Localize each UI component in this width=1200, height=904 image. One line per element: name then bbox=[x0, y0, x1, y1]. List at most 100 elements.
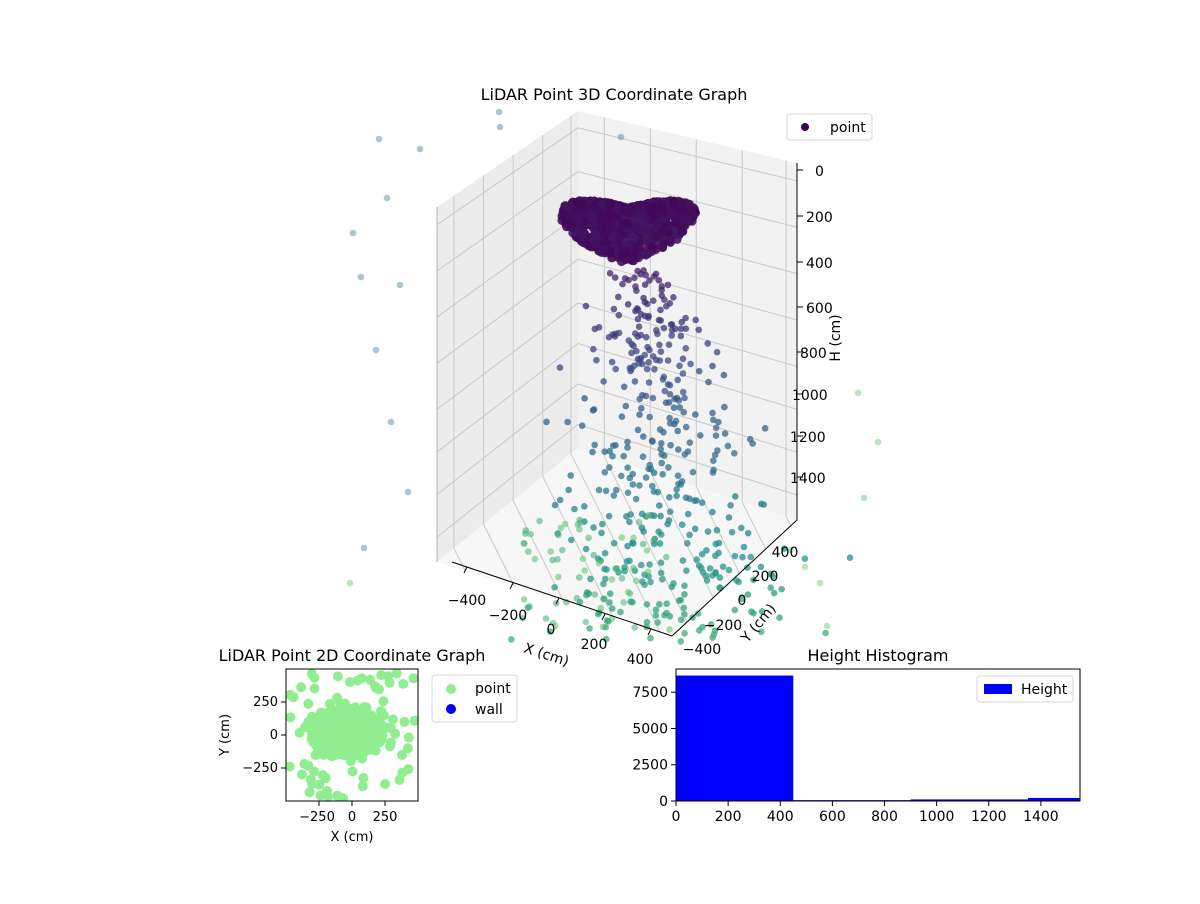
point-3d bbox=[593, 356, 600, 364]
point-3d bbox=[599, 245, 609, 255]
point-3d bbox=[597, 604, 605, 612]
point-3d bbox=[638, 224, 648, 234]
point-3d bbox=[555, 573, 562, 581]
point-3d bbox=[687, 360, 694, 368]
point-3d bbox=[667, 441, 674, 449]
point-3d bbox=[636, 411, 643, 419]
point-3d bbox=[703, 547, 710, 554]
point-3d bbox=[694, 610, 702, 617]
x-tick-label: 400 bbox=[767, 809, 794, 825]
point-3d bbox=[574, 217, 584, 227]
point-3d bbox=[689, 468, 697, 476]
point-3d bbox=[606, 447, 614, 455]
point-3d bbox=[659, 576, 666, 583]
point-3d bbox=[662, 399, 670, 407]
point-2d bbox=[345, 756, 356, 766]
histogram-bar bbox=[676, 675, 794, 801]
x-tick-label: 0 bbox=[547, 622, 556, 638]
point-3d bbox=[652, 612, 660, 619]
point-3d bbox=[542, 615, 550, 622]
point-3d bbox=[666, 494, 673, 501]
point-3d bbox=[671, 218, 681, 228]
point-3d bbox=[731, 552, 739, 560]
point-3d bbox=[543, 418, 550, 426]
point-3d bbox=[758, 500, 765, 508]
point-3d bbox=[599, 229, 609, 239]
point-3d bbox=[647, 578, 654, 586]
point-3d bbox=[629, 481, 637, 488]
point-3d-outlier bbox=[496, 123, 504, 131]
point-3d bbox=[713, 348, 721, 356]
point-3d bbox=[676, 362, 683, 370]
point-3d bbox=[761, 425, 769, 432]
point-2d bbox=[394, 774, 405, 785]
axes-frame-hist bbox=[675, 668, 1081, 802]
z-tick-label: 800 bbox=[800, 346, 827, 362]
point-3d bbox=[646, 413, 653, 421]
point-3d bbox=[590, 524, 597, 531]
point-2d bbox=[340, 698, 351, 709]
point-3d bbox=[527, 530, 534, 538]
point-2d bbox=[303, 698, 314, 709]
point-3d bbox=[682, 494, 690, 502]
legend-marker-point bbox=[446, 684, 456, 694]
point-2d bbox=[317, 770, 328, 781]
point-3d bbox=[678, 521, 686, 528]
point-3d bbox=[641, 281, 649, 289]
point-3d bbox=[665, 464, 672, 471]
point-3d bbox=[622, 402, 630, 410]
grid-line bbox=[483, 175, 515, 587]
point-3d bbox=[769, 572, 777, 580]
grid-line bbox=[785, 160, 792, 527]
point-3d bbox=[635, 518, 643, 526]
y-tick-label: −200 bbox=[704, 618, 742, 634]
point-3d bbox=[681, 394, 688, 402]
point-3d bbox=[658, 292, 666, 300]
point-2d bbox=[332, 695, 343, 706]
point-3d bbox=[605, 333, 613, 341]
point-3d bbox=[686, 211, 696, 221]
point-2d bbox=[326, 751, 337, 762]
point-3d bbox=[712, 569, 719, 576]
point-3d-outlier bbox=[860, 494, 868, 502]
point-3d bbox=[666, 390, 674, 398]
point-3d bbox=[657, 317, 664, 324]
point-3d bbox=[658, 451, 665, 458]
point-3d bbox=[599, 520, 606, 528]
point-3d bbox=[640, 294, 647, 302]
point-3d-outlier bbox=[823, 622, 831, 630]
x-tick-label: 1000 bbox=[919, 809, 955, 825]
point-3d bbox=[601, 549, 609, 557]
point-3d bbox=[681, 591, 688, 598]
point-3d bbox=[547, 628, 554, 635]
point-3d-outlier bbox=[357, 273, 365, 281]
point-3d-outlier bbox=[495, 108, 503, 116]
point-3d bbox=[551, 584, 558, 591]
point-3d bbox=[712, 432, 720, 440]
point-3d bbox=[757, 563, 765, 571]
point-3d bbox=[706, 565, 714, 572]
point-3d bbox=[608, 576, 616, 583]
point-2d bbox=[381, 722, 392, 733]
point-3d bbox=[725, 514, 733, 521]
point-3d bbox=[680, 408, 687, 416]
x-tick-label: 600 bbox=[819, 809, 846, 825]
point-3d bbox=[615, 293, 622, 301]
point-3d bbox=[657, 569, 665, 577]
point-3d bbox=[720, 371, 728, 379]
point-2d bbox=[403, 764, 414, 775]
point-3d bbox=[591, 240, 601, 250]
point-3d bbox=[658, 241, 668, 251]
point-3d bbox=[731, 606, 739, 614]
point-3d bbox=[650, 297, 657, 305]
point-3d bbox=[554, 556, 561, 563]
point-3d bbox=[559, 546, 566, 554]
point-3d bbox=[634, 315, 642, 323]
point-3d bbox=[613, 486, 620, 494]
point-3d bbox=[601, 448, 608, 456]
point-3d bbox=[521, 540, 528, 547]
point-3d bbox=[695, 367, 703, 375]
point-3d bbox=[669, 200, 679, 209]
point-3d bbox=[601, 595, 608, 602]
